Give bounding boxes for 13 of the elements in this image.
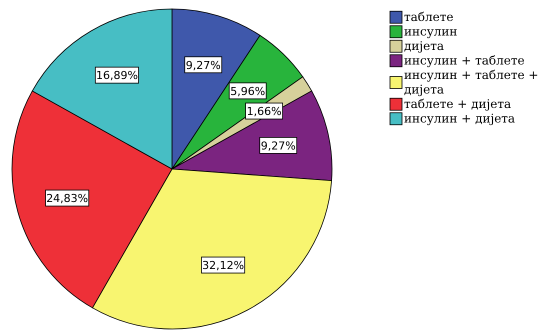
legend-label: таблете bbox=[404, 10, 454, 24]
data-label: 24,83% bbox=[46, 192, 88, 206]
data-label: 5,96% bbox=[230, 84, 266, 98]
data-label: 1,66% bbox=[246, 105, 282, 118]
data-label: 9,27% bbox=[260, 139, 296, 152]
legend-label: инсулин bbox=[404, 24, 458, 38]
legend-label: таблете + дијета bbox=[404, 97, 512, 111]
legend-label: инсулин + дијета bbox=[404, 112, 516, 126]
data-label: 9,27% bbox=[186, 58, 221, 72]
data-label: 16,89% bbox=[96, 69, 138, 82]
legend-label: дијета bbox=[404, 39, 444, 53]
data-label: 32,12% bbox=[202, 259, 244, 272]
legend-label: инсулин + таблете bbox=[404, 54, 525, 68]
